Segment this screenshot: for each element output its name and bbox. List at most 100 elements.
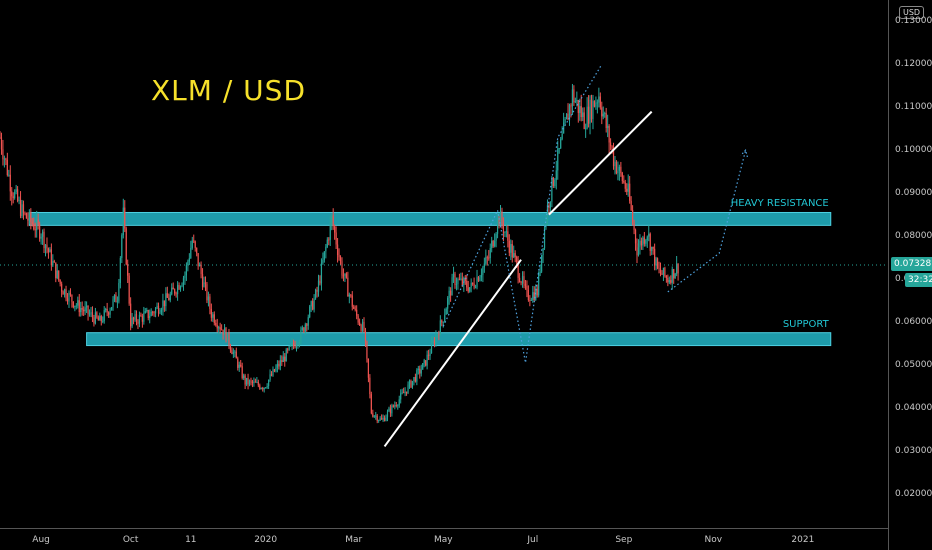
candle-body xyxy=(316,289,318,292)
candle-body xyxy=(61,283,63,292)
candle-body xyxy=(595,102,597,107)
time-axis[interactable]: Aug Oct 11 2020 Mar May Jul Sep Nov 2021 xyxy=(0,528,888,550)
candle-body xyxy=(363,321,365,331)
candle-body xyxy=(157,305,160,314)
candle-body xyxy=(237,358,239,368)
x-tick-label: Jul xyxy=(527,535,539,545)
candle-body xyxy=(0,137,1,139)
candle-body xyxy=(491,240,493,249)
candle-body xyxy=(179,286,182,290)
candle-body xyxy=(442,321,444,323)
price-chart[interactable] xyxy=(0,0,888,528)
candle-body xyxy=(251,381,254,384)
candle-body xyxy=(21,204,23,216)
candle-body xyxy=(379,418,381,421)
projection-arrowhead xyxy=(740,148,748,158)
candle-body xyxy=(178,284,180,290)
candle-body xyxy=(527,290,529,300)
candle-body xyxy=(124,207,126,229)
candle-body xyxy=(466,280,468,288)
chart-area[interactable]: XLM / USD HEAVY RESISTANCE SUPPORT xyxy=(0,0,888,528)
candle-body xyxy=(505,231,507,233)
candle-body xyxy=(391,405,393,414)
candle-body xyxy=(197,253,199,267)
candle-body xyxy=(185,265,188,276)
candle-body xyxy=(9,174,11,192)
candle-body xyxy=(483,263,485,268)
candle-body xyxy=(617,170,619,174)
candle-body xyxy=(454,273,456,286)
candle-body xyxy=(282,356,284,363)
candle-body xyxy=(96,312,98,318)
candle-body xyxy=(171,287,173,295)
candle-body xyxy=(90,312,92,314)
candle-body xyxy=(356,309,358,316)
candle-body xyxy=(41,231,44,237)
candle-body xyxy=(451,277,453,296)
candle-body xyxy=(215,323,217,326)
candle-body xyxy=(585,128,587,130)
candle-body xyxy=(0,137,3,150)
candle-body xyxy=(320,263,323,284)
candle-body xyxy=(438,334,440,336)
candle-body xyxy=(257,381,259,386)
candle-body xyxy=(495,233,497,241)
candle-body xyxy=(671,269,673,283)
candle-body xyxy=(127,264,129,276)
currency-button[interactable]: USD xyxy=(899,6,925,19)
candle-body xyxy=(640,240,643,246)
candle-body xyxy=(118,282,120,302)
candle-body xyxy=(259,385,261,389)
candle-body xyxy=(417,368,419,371)
candle-body xyxy=(285,349,287,362)
candle-body xyxy=(328,239,330,241)
candle-body xyxy=(546,205,549,220)
candle-body xyxy=(646,236,648,241)
candle-body xyxy=(248,380,251,385)
candle-body xyxy=(196,247,198,254)
candle-body xyxy=(476,277,478,288)
candle-body xyxy=(674,273,676,279)
candle-body xyxy=(536,288,538,296)
candle-body xyxy=(50,249,52,266)
candle-body xyxy=(143,313,145,322)
candle-body xyxy=(335,232,337,245)
candle-body xyxy=(411,380,414,388)
candle-body xyxy=(121,235,123,258)
candle-body xyxy=(113,294,116,300)
candle-body xyxy=(34,229,36,231)
candle-body xyxy=(668,280,670,283)
candle-body xyxy=(643,237,645,244)
candle-body xyxy=(59,279,61,284)
x-tick-label: Sep xyxy=(615,535,633,545)
candle-body xyxy=(460,278,462,280)
candle-body xyxy=(601,107,603,117)
candle-body xyxy=(44,244,47,249)
candle-body xyxy=(219,327,221,330)
candle-body xyxy=(455,284,458,286)
candle-body xyxy=(209,296,211,309)
candle-body xyxy=(517,262,519,278)
candle-body xyxy=(632,209,634,223)
candle-body xyxy=(658,268,660,270)
candle-body xyxy=(323,251,325,260)
candle-body xyxy=(8,174,10,176)
candle-body xyxy=(485,257,487,264)
candle-body xyxy=(56,270,58,279)
candle-body xyxy=(165,293,167,307)
candle-body xyxy=(203,282,205,287)
candle-body xyxy=(350,294,352,296)
candle-body xyxy=(492,240,494,247)
candle-body xyxy=(39,224,41,239)
candle-body xyxy=(373,415,375,417)
candle-body xyxy=(6,159,8,175)
candle-body xyxy=(160,309,163,313)
candle-body xyxy=(521,276,524,284)
candle-body xyxy=(108,312,110,315)
candle-body xyxy=(256,381,258,383)
candle-body xyxy=(673,269,675,279)
candle-body xyxy=(191,240,193,248)
candle-body xyxy=(93,317,95,324)
